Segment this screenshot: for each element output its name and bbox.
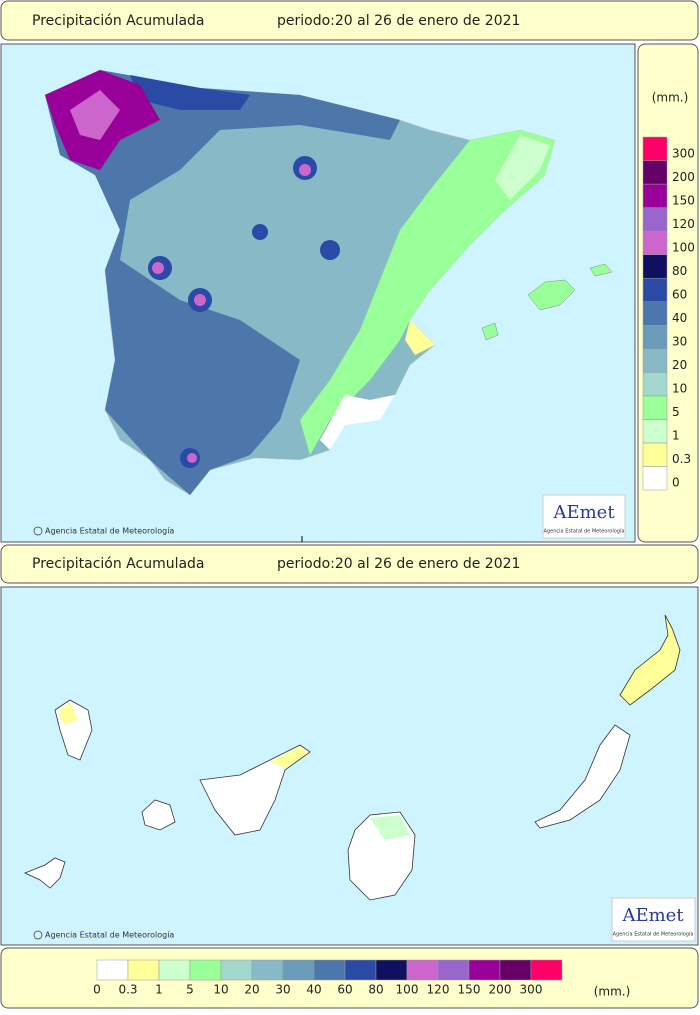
legend-label: 300 [672,146,695,160]
legend-swatch [642,207,668,232]
legend-label: 60 [337,983,352,997]
legend-label: 5 [672,405,680,419]
legend-label: 0.3 [118,983,137,997]
legend-swatch [406,959,439,981]
legend-vertical: 0 0.3 1 5 10 20 30 40 60 80 100 120 150 200 300 [642,136,695,491]
logo-box [611,897,696,942]
canary-islands [23,614,681,901]
legend-label: 0 [93,983,101,997]
legend-label: 100 [672,240,695,254]
legend-unit: (mm.) [594,985,631,999]
legend-swatch [251,959,284,981]
legend-swatch [642,395,668,420]
legend-swatch [642,301,668,326]
legend-swatch [642,230,668,255]
legend-swatch [468,959,501,981]
legend-swatch [642,160,668,185]
legend-label: 300 [520,983,543,997]
logo-box [542,494,626,539]
legend-swatch [642,466,668,491]
legend-swatch [642,419,668,444]
legend-label: 100 [396,983,419,997]
legend-swatch [282,959,315,981]
legend-swatch [127,959,160,981]
legend-swatch [530,959,563,981]
legend-swatch [499,959,532,981]
legend-label: 10 [672,382,687,396]
legend-label: 80 [672,264,687,278]
legend-label: 30 [672,335,687,349]
legend-swatch [642,183,668,208]
spain-precip [44,69,613,496]
legend-swatch [313,959,346,981]
header-bar [0,0,699,41]
header-bar [0,544,699,584]
legend-swatch [642,254,668,279]
legend-label: 40 [672,311,687,325]
legend-swatch [642,136,668,161]
legend-label: 150 [672,193,695,207]
legend-label: 0.3 [672,452,691,466]
copyright-icon [33,526,43,536]
legend-label: 80 [368,983,383,997]
legend-label: 0 [672,476,680,490]
legend-horizontal: 0 0.3 1 5 10 20 30 40 60 80 100 120 150 200 300 [93,959,563,997]
legend-label: 200 [672,170,695,184]
copyright-icon [33,930,43,940]
legend-label: 120 [672,217,695,231]
period: periodo:20 al 26 de enero de 2021 [277,13,520,29]
logo: AEmet [552,502,615,523]
credit: Agencia Estatal de Meteorología [45,527,174,536]
legend-label: 10 [213,983,228,997]
title: Precipitación Acumulada [32,13,205,29]
legend-label: 20 [672,358,687,372]
logo-subtitle: Agencia Estatal de Meteorología [613,931,694,938]
legend-label: 40 [306,983,321,997]
legend-swatch [642,372,668,397]
legend-label: 200 [489,983,512,997]
legend-swatch [96,959,129,981]
legend-label: 1 [672,429,680,443]
legend-swatch [642,442,668,467]
legend-label: 120 [427,983,450,997]
legend-label: 5 [186,983,194,997]
legend-label: 1 [155,983,163,997]
legend-label: 60 [672,287,687,301]
legend-swatch [189,959,222,981]
title: Precipitación Acumulada [32,556,205,572]
credit: Agencia Estatal de Meteorología [45,931,174,940]
legend-label: 20 [244,983,259,997]
logo-subtitle: Agencia Estatal de Meteorología [544,528,625,535]
logo: AEmet [621,905,684,926]
legend-swatch [375,959,408,981]
legend-swatch [437,959,470,981]
legend-swatch [642,325,668,350]
legend-swatch [344,959,377,981]
legend-swatch [642,277,668,302]
legend-unit: (mm.) [652,91,689,105]
legend-swatch [220,959,253,981]
legend-label: 30 [275,983,290,997]
canary-map [0,586,699,946]
period: periodo:20 al 26 de enero de 2021 [277,556,520,572]
legend-label: 150 [458,983,481,997]
legend-swatch [642,348,668,373]
legend-swatch [158,959,191,981]
